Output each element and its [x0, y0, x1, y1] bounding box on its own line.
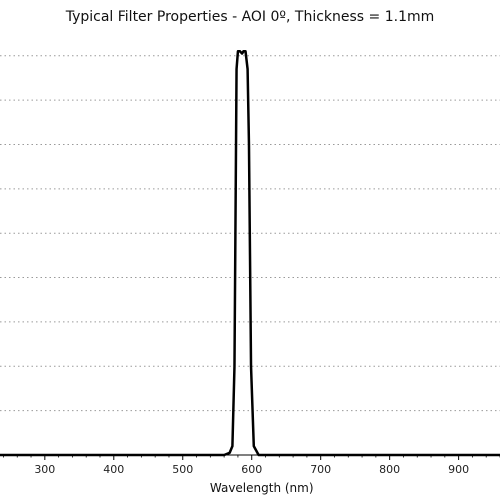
x-axis-ticks: 300 400 500 600 700 800 900: [3, 455, 500, 476]
x-tick-label-700: 700: [310, 463, 331, 476]
x-tick-label-800: 800: [379, 463, 400, 476]
chart-title: Typical Filter Properties - AOI 0º, Thic…: [65, 9, 435, 25]
x-axis-title: Wavelength (nm): [210, 481, 314, 495]
transmission-curve: [0, 50, 500, 457]
x-tick-label-300: 300: [34, 463, 55, 476]
x-tick-label-400: 400: [103, 463, 124, 476]
x-tick-label-500: 500: [172, 463, 193, 476]
x-tick-label-900: 900: [448, 463, 469, 476]
x-tick-label-600: 600: [241, 463, 262, 476]
